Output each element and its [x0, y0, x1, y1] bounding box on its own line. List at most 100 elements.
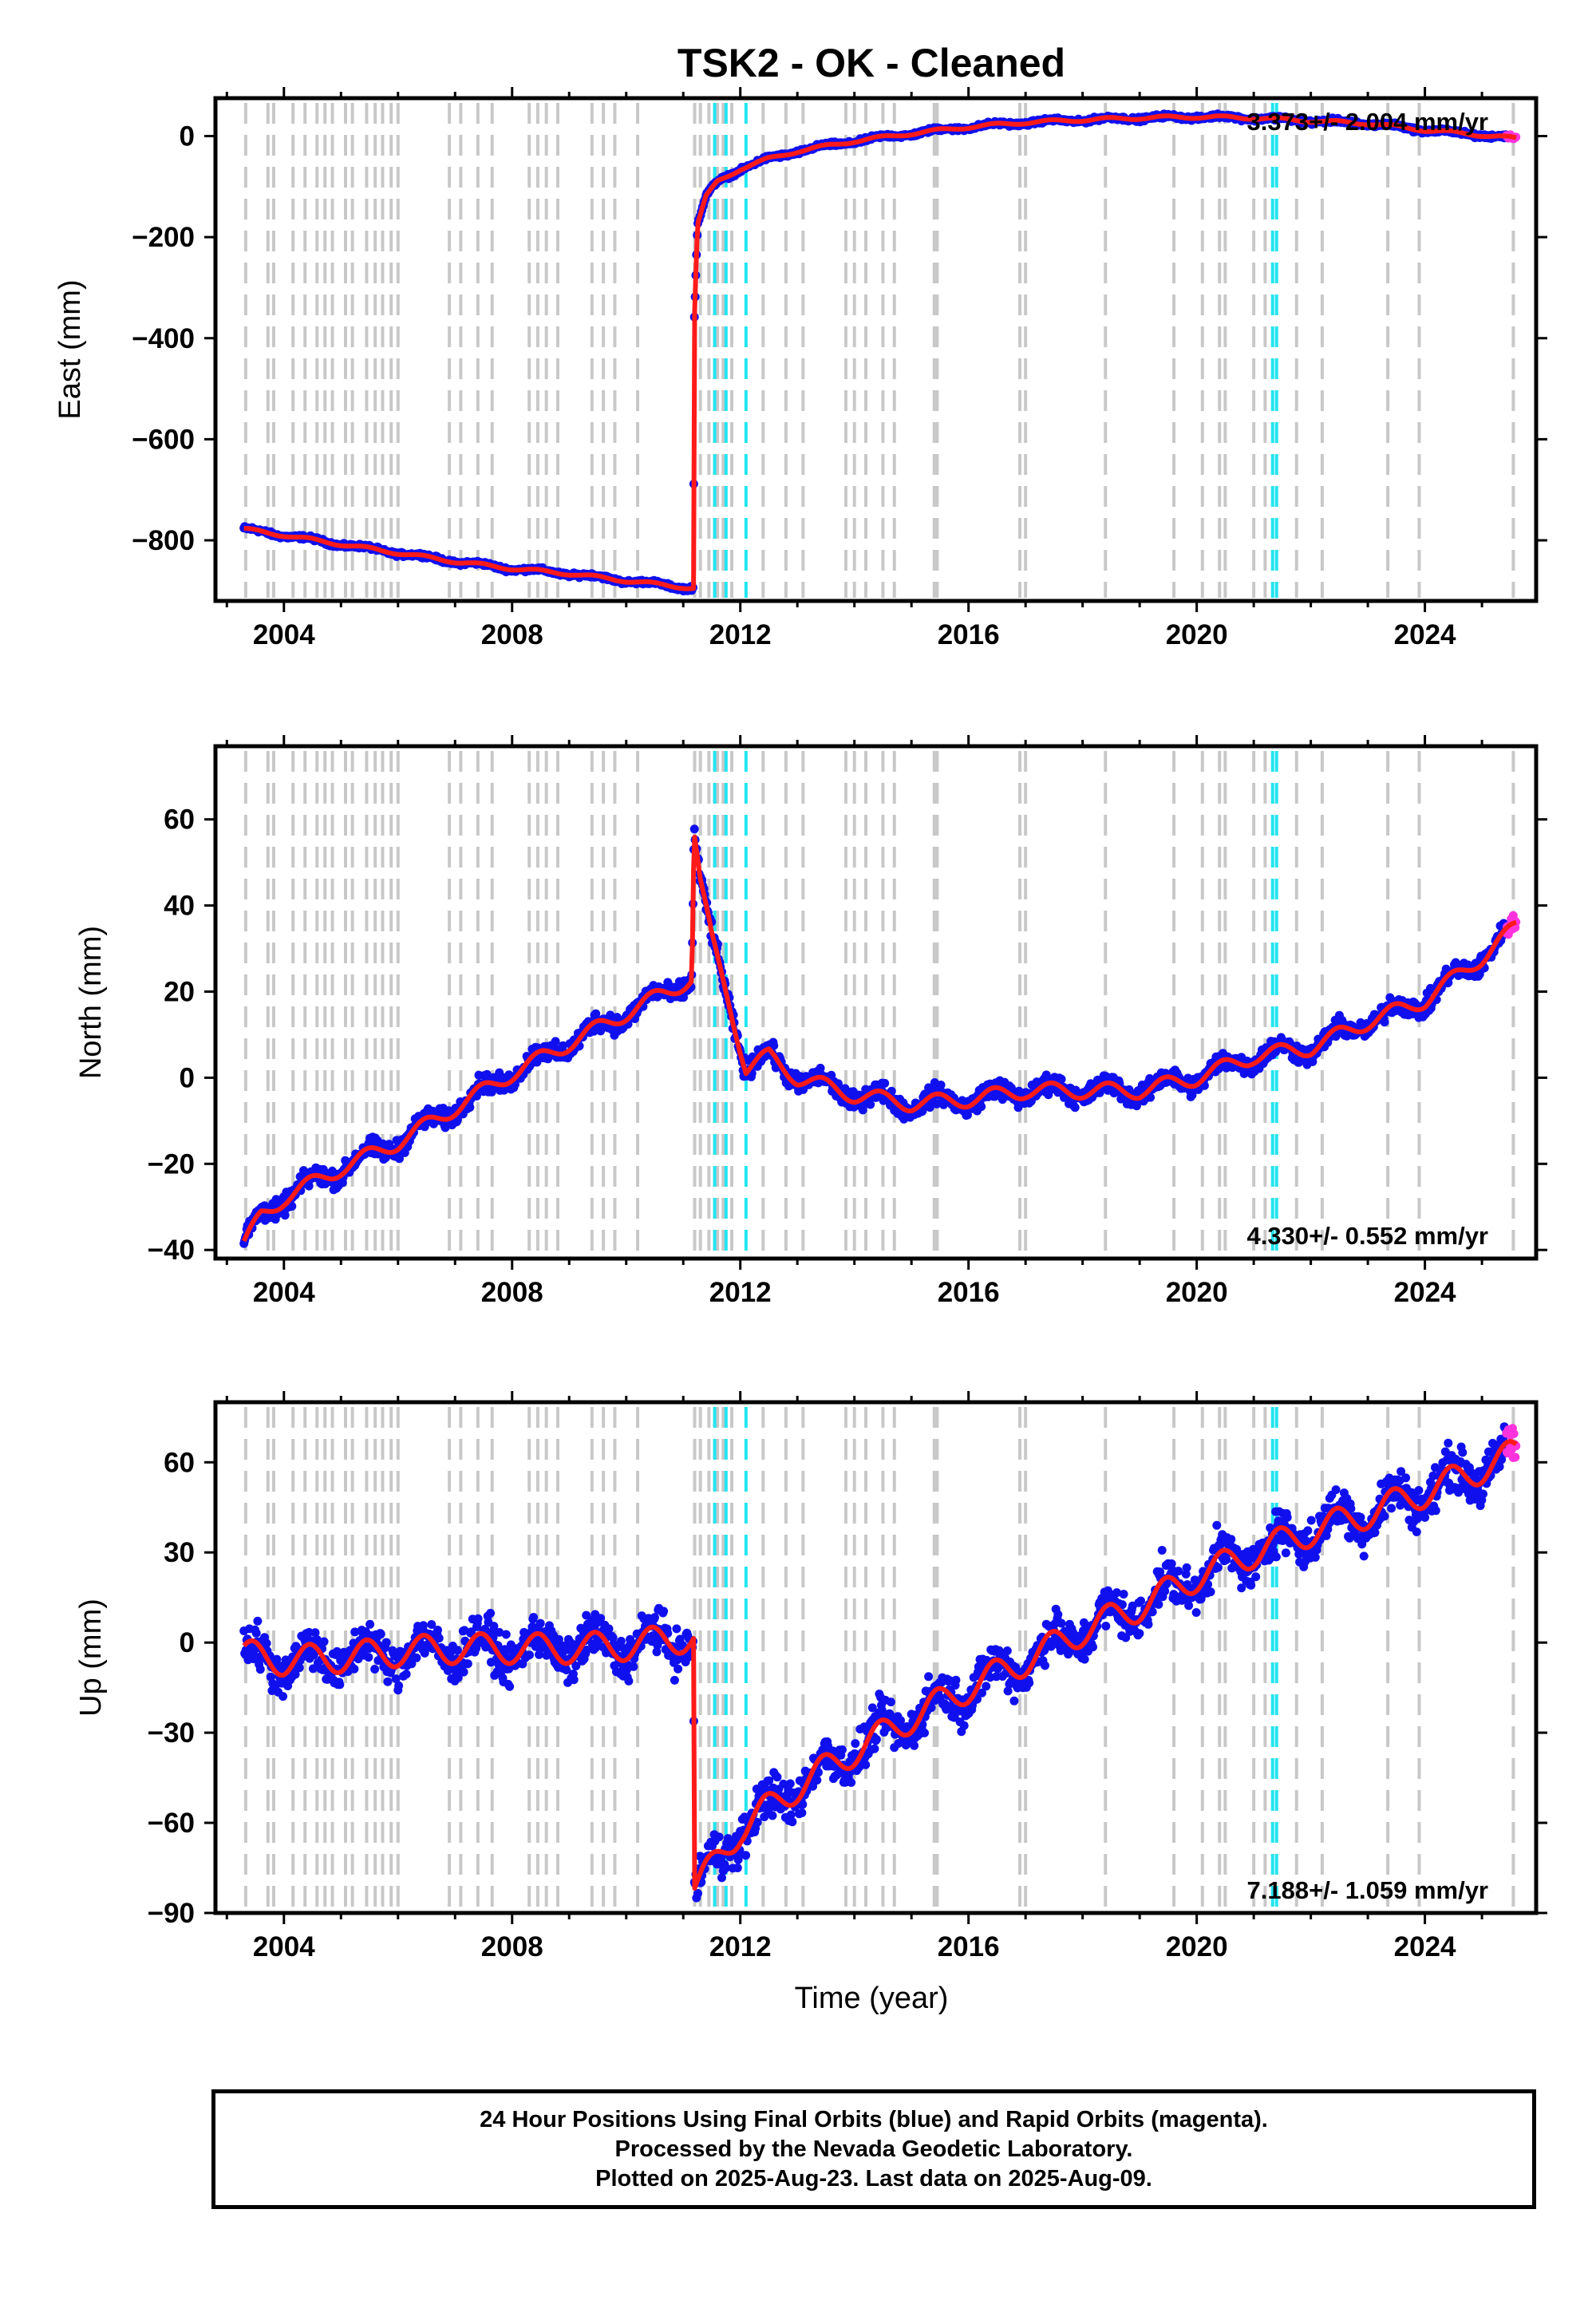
- y-tick-label: −400: [132, 323, 195, 354]
- y-tick-label: 0: [180, 1062, 195, 1093]
- x-tick-label: 2016: [938, 619, 1000, 650]
- x-tick-label: 2012: [709, 1277, 772, 1308]
- x-tick-label: 2020: [1166, 1277, 1228, 1308]
- final-orbit-point: [624, 1676, 634, 1686]
- panel-east: 2004 2008 2012 2016 2020 2024 0 −200 −400 −600 −80…: [53, 87, 1547, 650]
- final-orbit-point: [977, 1102, 986, 1112]
- y-tick-label: 60: [164, 804, 195, 836]
- final-orbit-point: [870, 1744, 879, 1753]
- final-orbit-point: [529, 1613, 539, 1622]
- final-orbit-point: [936, 1081, 946, 1089]
- final-orbit-point: [412, 1653, 421, 1662]
- final-orbit-point: [255, 1665, 265, 1674]
- model-fit-line: [241, 834, 1518, 1243]
- final-orbit-point: [1380, 1018, 1389, 1027]
- final-orbit-point: [365, 1619, 375, 1629]
- final-orbit-point: [434, 1634, 444, 1643]
- final-orbit-point: [788, 1817, 797, 1827]
- final-orbit-point: [838, 1745, 847, 1754]
- y-axis-label: North (mm): [74, 926, 108, 1079]
- figure-title: TSK2 - OK - Cleaned: [678, 41, 1065, 85]
- final-orbit-point: [812, 1776, 822, 1785]
- final-orbit-point: [459, 1667, 468, 1677]
- y-tick-label: −200: [132, 222, 195, 253]
- x-tick-label: 2024: [1394, 619, 1456, 650]
- x-tick-label: 2008: [481, 1277, 543, 1308]
- final-orbit-point: [672, 1624, 681, 1634]
- final-orbit-point: [880, 1078, 890, 1088]
- final-orbit-point: [714, 1832, 724, 1842]
- final-orbit-point: [1057, 1074, 1066, 1084]
- y-tick-label: −20: [148, 1148, 195, 1180]
- final-orbit-point: [401, 1670, 411, 1679]
- final-orbit-point: [319, 1637, 329, 1646]
- final-orbit-point: [689, 824, 699, 834]
- final-orbit-point: [768, 1811, 777, 1820]
- y-tick-label: −40: [148, 1235, 195, 1266]
- final-orbit-point: [629, 1662, 638, 1671]
- rate-label: 4.330+/- 0.552 mm/yr: [1247, 1222, 1488, 1250]
- panel-up: 2004 2008 2012 2016 2020 202460300−30−60−90Up…: [74, 1391, 1547, 1962]
- model-fit-line: [243, 113, 1518, 591]
- final-orbit-point: [551, 1037, 560, 1046]
- x-tick-label: 2012: [709, 619, 772, 650]
- final-orbit-point: [433, 1626, 442, 1634]
- final-orbit-point: [335, 1680, 345, 1690]
- final-orbit-point: [772, 1773, 782, 1782]
- final-orbit-point: [851, 1739, 860, 1749]
- final-orbit-point: [280, 1211, 290, 1220]
- final-orbit-point: [262, 1638, 271, 1648]
- y-tick-label: 20: [164, 977, 195, 1008]
- y-tick-label: −600: [132, 424, 195, 455]
- y-tick-label: −800: [132, 525, 195, 556]
- final-orbit-point: [659, 1607, 669, 1616]
- final-orbit-point: [670, 1675, 679, 1685]
- panel-north: 2004 2008 2012 2016 2020 2024 60 40 20 0 −20 −40 Nor…: [74, 735, 1547, 1308]
- x-tick-label: 2016: [938, 1277, 1000, 1308]
- final-orbit-point: [463, 1659, 472, 1669]
- final-orbit-point: [452, 1646, 462, 1655]
- final-orbit-point: [535, 1618, 545, 1628]
- final-orbit-point: [394, 1681, 404, 1690]
- final-orbit-point: [473, 1614, 483, 1623]
- final-orbit-point: [674, 1664, 683, 1674]
- x-tick-label: 2004: [253, 1277, 315, 1308]
- final-orbit-point: [376, 1630, 385, 1638]
- final-orbit-point: [505, 1682, 515, 1691]
- y-tick-label: 40: [164, 891, 195, 922]
- final-orbit-point: [251, 1628, 261, 1638]
- final-orbit-point: [525, 1650, 534, 1660]
- final-orbit-point: [866, 1100, 875, 1109]
- y-tick-label: 0: [180, 121, 195, 152]
- x-tick-label: 2004: [253, 619, 315, 650]
- final-orbit-point: [1070, 1103, 1080, 1113]
- final-orbit-point: [733, 1863, 742, 1872]
- plot-frame: [213, 96, 1539, 603]
- x-tick-label: 2020: [1166, 619, 1228, 650]
- final-orbit-point: [381, 1638, 391, 1647]
- x-axis-label: Time (year): [795, 1982, 949, 2015]
- final-orbit-point: [861, 1760, 871, 1769]
- final-orbit-point: [350, 1664, 359, 1674]
- final-orbit-point: [569, 1675, 579, 1685]
- plot-frame: [213, 744, 1539, 1261]
- x-tick-label: 2024: [1394, 1277, 1456, 1308]
- rate-label: 3.373+/- 2.004 mm/yr: [1247, 108, 1488, 136]
- final-orbit-point: [847, 1778, 856, 1787]
- panels: 2004 2008 2012 2016 2020 20240−200−400−600−80…: [53, 87, 1547, 1962]
- final-orbit-point: [279, 1692, 288, 1701]
- final-orbit-point: [364, 1653, 373, 1662]
- final-orbit-point: [871, 1735, 881, 1744]
- final-orbit-point: [370, 1665, 380, 1674]
- final-orbit-point: [501, 1630, 511, 1639]
- final-orbit-point: [486, 1608, 496, 1618]
- final-orbit-point: [383, 1677, 393, 1686]
- data-points: [239, 1422, 1521, 1903]
- final-orbit-point: [785, 1779, 795, 1788]
- final-orbit-point: [741, 1851, 751, 1860]
- data-points: [239, 109, 1521, 596]
- x-tick-label: 2008: [481, 619, 543, 650]
- y-axis-label: East (mm): [53, 279, 87, 419]
- final-orbit-point: [797, 1808, 807, 1817]
